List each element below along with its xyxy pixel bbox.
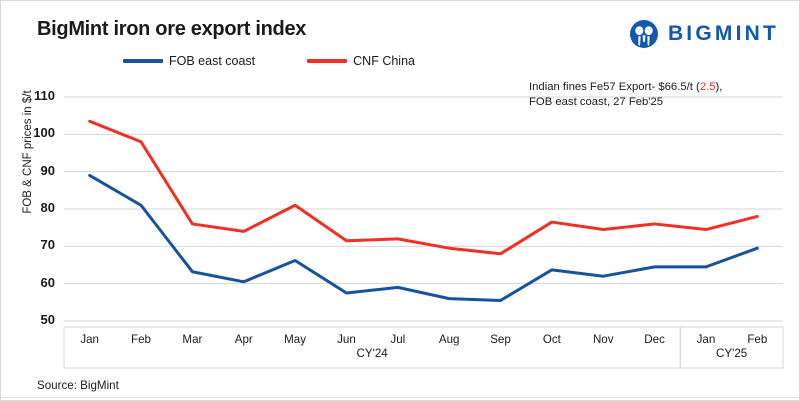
y-tick-label: 80 (40, 200, 55, 215)
x-tick-label: Jan (696, 333, 716, 346)
page-title: BigMint iron ore export index (37, 18, 307, 40)
annotation-change-value: 2.5 (699, 81, 716, 93)
x-tick-label: Oct (542, 333, 561, 346)
annotation-line-1: Indian fines Fe57 Export- $66.5/t (2.5), (529, 80, 722, 95)
legend-label: CNF China (353, 54, 415, 68)
bigmint-emblem-icon (629, 20, 658, 48)
x-tick-label: Feb (747, 333, 768, 346)
brand-wordmark: BIGMINT (667, 22, 779, 45)
y-tick-label: 110 (34, 88, 55, 103)
x-tick-label: Dec (644, 333, 665, 346)
y-tick-label: 100 (33, 125, 55, 141)
x-tick-label: Aug (438, 333, 460, 346)
annotation-line-1-post: ), (715, 81, 723, 93)
x-axis-group-box (679, 326, 784, 369)
legend-item-fob: FOB east coast (123, 54, 255, 68)
annotation-line-2: FOB east coast, 27 Feb'25 (529, 95, 664, 108)
x-tick-label: Sep (490, 333, 511, 346)
annotation-note: Indian fines Fe57 Export- $66.5/t (2.5),… (529, 80, 722, 109)
x-tick-label: Apr (234, 333, 253, 346)
series-line-fob-east-coast (88, 173, 759, 302)
y-tick-label: 90 (40, 162, 55, 178)
x-tick-label: Jan (80, 333, 100, 346)
x-tick-label: Feb (131, 333, 152, 346)
y-tick-label: 70 (40, 237, 55, 253)
x-tick-label: Nov (592, 333, 614, 346)
legend-item-cnf: CNF China (307, 54, 415, 68)
y-tick-label: 50 (40, 312, 55, 327)
x-tick-label: May (284, 333, 307, 346)
x-tick-label: Jun (337, 333, 356, 346)
x-axis-group-label: CY'24 (356, 347, 388, 360)
legend-label: FOB east coast (169, 54, 256, 68)
source-note: Source: BigMint (37, 379, 119, 392)
y-tick-label: 60 (40, 274, 55, 290)
series-line-cnf-china (88, 119, 759, 256)
footer-divider (1, 397, 799, 398)
x-tick-label: Jul (390, 333, 406, 346)
annotation-line-1-pre: Indian fines Fe57 Export- $66.5/t ( (529, 81, 700, 93)
line-swatch-icon (307, 59, 348, 63)
chart-legend: FOB east coast CNF China (123, 54, 415, 68)
bigmint-logo: BIGMINT (629, 19, 779, 49)
x-tick-label: Mar (182, 333, 203, 346)
x-axis-group-label: CY'25 (716, 347, 748, 360)
line-swatch-icon (123, 59, 163, 63)
